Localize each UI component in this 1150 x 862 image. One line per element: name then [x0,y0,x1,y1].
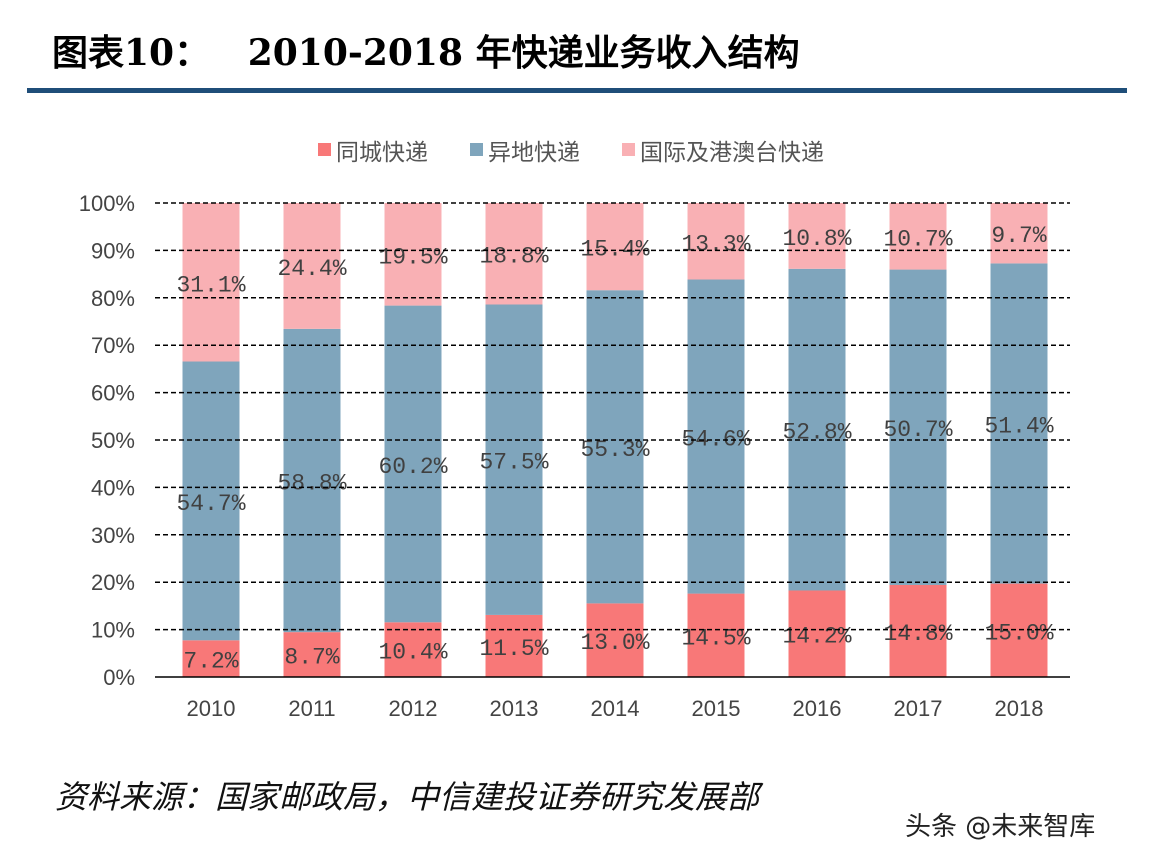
data-label: 31.1% [176,272,245,298]
legend-label: 同城快递 [336,140,428,166]
x-tick-label: 2015 [692,696,741,721]
bar-segment [586,603,644,677]
data-label: 57.5% [479,450,548,476]
bar-segment [586,203,644,291]
data-label: 8.7% [284,645,339,671]
bar-segment [586,290,644,604]
bar-segment [182,640,240,677]
bar-segment [687,203,745,280]
data-label: 10.4% [378,640,447,666]
x-tick-label: 2011 [288,696,335,721]
y-tick-label: 70% [91,333,135,358]
data-label: 60.2% [378,454,447,480]
y-tick-label: 60% [91,381,135,406]
legend-label: 异地快递 [488,140,580,166]
bar-segment [687,593,745,677]
data-label: 52.8% [782,420,851,446]
bar-segment [485,304,543,615]
bar-segment [283,632,341,677]
legend-swatch [622,143,635,156]
legend-swatch [470,143,483,156]
bar-segment [788,203,846,269]
bar-segment [182,361,240,641]
source-note: 资料来源：国家邮政局，中信建投证券研究发展部 [55,778,760,816]
y-tick-label: 40% [91,475,135,500]
data-label: 9.7% [991,223,1046,249]
data-label: 13.3% [681,231,750,257]
x-tick-label: 2010 [187,696,236,721]
y-tick-label: 30% [91,523,135,548]
data-label: 15.0% [984,620,1053,646]
x-tick-label: 2014 [591,696,640,721]
data-label: 11.5% [479,636,548,662]
bar-segment [889,269,947,585]
data-label: 10.8% [782,226,851,252]
y-tick-label: 0% [103,665,135,690]
data-label: 14.2% [782,624,851,650]
x-tick-label: 2012 [389,696,438,721]
data-label: 10.7% [883,226,952,252]
chart-title: 图表10： 2010-2018 年快递业务收入结构 [52,32,800,74]
title-divider [27,88,1127,93]
bar-segment [889,203,947,270]
y-tick-label: 10% [91,618,135,643]
bar-segment [990,263,1048,584]
data-label: 51.4% [984,413,1053,439]
y-tick-label: 100% [79,191,135,216]
bar-segment [182,203,240,362]
bar-segment [687,279,745,594]
watermark: 头条 @未来智库 [905,812,1096,842]
data-label: 55.3% [580,437,649,463]
data-label: 58.8% [277,470,346,496]
bar-segment [788,590,846,677]
x-tick-label: 2018 [995,696,1044,721]
bar-segment [990,203,1048,264]
x-tick-label: 2017 [894,696,943,721]
x-tick-label: 2013 [490,696,539,721]
data-label: 7.2% [183,649,238,675]
bar-segment [384,203,442,306]
data-label: 24.4% [277,256,346,282]
legend-swatch [318,143,331,156]
legend-label: 国际及港澳台快递 [640,140,824,166]
bar-segment [384,622,442,677]
y-tick-label: 80% [91,286,135,311]
data-label: 15.4% [580,237,649,263]
data-label: 18.8% [479,244,548,270]
x-tick-label: 2016 [793,696,842,721]
bar-segment [384,305,442,623]
bar-segment [485,614,543,677]
bar-segment [788,268,846,591]
bar-segment [485,203,543,305]
data-label: 50.7% [883,417,952,443]
bar-segment [283,203,341,329]
data-label: 54.7% [176,491,245,517]
data-label: 13.0% [580,630,649,656]
bar-segment [889,584,947,677]
y-tick-label: 50% [91,428,135,453]
data-label: 14.8% [883,621,952,647]
y-tick-label: 90% [91,238,135,263]
y-tick-label: 20% [91,570,135,595]
data-label: 19.5% [378,244,447,270]
